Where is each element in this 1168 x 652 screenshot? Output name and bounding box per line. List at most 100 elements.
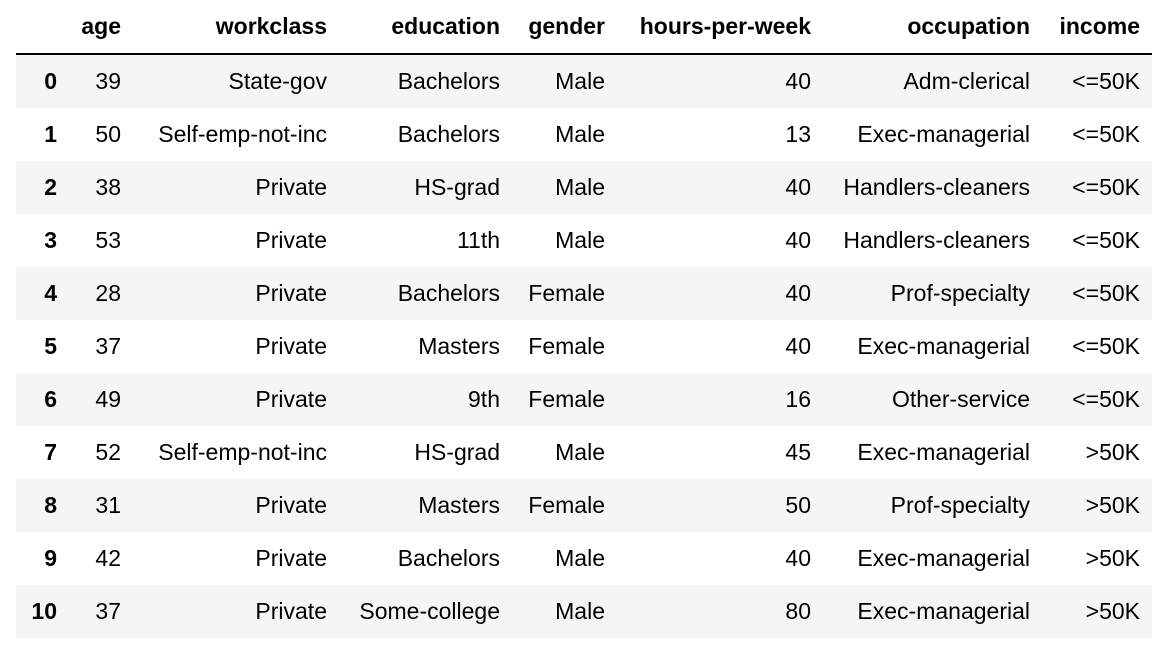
column-header: occupation: [823, 0, 1042, 55]
table-cell: <=50K: [1072, 121, 1140, 147]
table-cell: 49: [95, 386, 121, 412]
table-cell: Adm-clerical: [903, 68, 1030, 94]
table-cell: 80: [785, 598, 811, 624]
table-cell: Prof-specialty: [890, 280, 1030, 306]
table-cell: >50K: [1085, 492, 1140, 518]
table-cell: 9th: [468, 386, 500, 412]
table-cell: <=50K: [1072, 386, 1140, 412]
table-cell: Female: [528, 492, 605, 518]
table-cell: 52: [95, 439, 121, 465]
table-cell: 40: [785, 280, 811, 306]
table-cell: Male: [555, 121, 605, 147]
row-index: 5: [44, 333, 57, 359]
table-row: 1 50 Self-emp-not-inc Bachelors Male 13 Exec-m…: [16, 108, 1152, 161]
column-header: gender: [512, 0, 617, 55]
table-row: 3 53 Private 11th Male 40 Handlers-cleaners <=5…: [16, 214, 1152, 267]
table-cell: 40: [785, 545, 811, 571]
column-header: hours-per-week: [617, 0, 823, 55]
table-cell: Private: [255, 545, 327, 571]
table-cell: >50K: [1085, 598, 1140, 624]
table-cell: 45: [785, 439, 811, 465]
table-cell: Male: [555, 545, 605, 571]
table-cell: Exec-managerial: [857, 598, 1030, 624]
table-cell: State-gov: [228, 68, 327, 94]
row-index: 3: [44, 227, 57, 253]
table-cell: 37: [95, 333, 121, 359]
table-cell: Female: [528, 280, 605, 306]
row-index: 0: [44, 68, 57, 94]
table-cell: Self-emp-not-inc: [158, 439, 327, 465]
table-cell: 16: [785, 386, 811, 412]
table-cell: 28: [95, 280, 121, 306]
column-header: workclass: [133, 0, 339, 55]
table-cell: Male: [555, 68, 605, 94]
table-cell: Exec-managerial: [857, 439, 1030, 465]
table-row: 4 28 Private Bachelors Female 40 Prof-specialt…: [16, 267, 1152, 320]
table-cell: 50: [95, 121, 121, 147]
header-row: age workclass education gender hours-per-wee…: [16, 0, 1152, 55]
table-row: 0 39 State-gov Bachelors Male 40 Adm-clerical <…: [16, 54, 1152, 108]
table-row: 9 42 Private Bachelors Male 40 Exec-managerial…: [16, 532, 1152, 585]
row-index: 7: [44, 439, 57, 465]
column-header: education: [339, 0, 512, 55]
table-cell: Exec-managerial: [857, 333, 1030, 359]
table-cell: Private: [255, 174, 327, 200]
table-cell: >50K: [1085, 545, 1140, 571]
row-index: 4: [44, 280, 57, 306]
table-cell: Private: [255, 333, 327, 359]
table-cell: Self-emp-not-inc: [158, 121, 327, 147]
table-row: 2 38 Private HS-grad Male 40 Handlers-cleaners…: [16, 161, 1152, 214]
table-cell: Bachelors: [397, 545, 500, 571]
table-cell: Exec-managerial: [857, 545, 1030, 571]
table-cell: 50: [785, 492, 811, 518]
table-cell: 39: [95, 68, 121, 94]
table-cell: Masters: [418, 333, 500, 359]
table-header: age workclass education gender hours-per-wee…: [16, 0, 1152, 55]
table-cell: 37: [95, 598, 121, 624]
index-header: [16, 0, 69, 55]
table-cell: Private: [255, 492, 327, 518]
table-cell: <=50K: [1072, 174, 1140, 200]
table-cell: Other-service: [891, 386, 1030, 412]
table-row: 10 37 Private Some-college Male 80 Exec-manage…: [16, 585, 1152, 638]
table-body: 0 39 State-gov Bachelors Male 40 Adm-clerical <…: [16, 54, 1152, 638]
table-row: 5 37 Private Masters Female 40 Exec-managerial…: [16, 320, 1152, 373]
table-cell: 13: [785, 121, 811, 147]
table-cell: Bachelors: [397, 121, 500, 147]
table-cell: Bachelors: [397, 68, 500, 94]
table-cell: Male: [555, 174, 605, 200]
table-cell: <=50K: [1072, 68, 1140, 94]
table-cell: 40: [785, 68, 811, 94]
dataframe-table: age workclass education gender hours-per-wee…: [16, 0, 1152, 638]
table-cell: Female: [528, 333, 605, 359]
table-cell: Private: [255, 227, 327, 253]
table-row: 6 49 Private 9th Female 16 Other-service <=50K: [16, 373, 1152, 426]
table-cell: 53: [95, 227, 121, 253]
table-row: 8 31 Private Masters Female 50 Prof-specialty >…: [16, 479, 1152, 532]
table-cell: Prof-specialty: [890, 492, 1030, 518]
table-cell: Private: [255, 280, 327, 306]
column-header: age: [69, 0, 133, 55]
table-cell: Private: [255, 386, 327, 412]
table-cell: <=50K: [1072, 333, 1140, 359]
column-header: income: [1042, 0, 1152, 55]
table-cell: >50K: [1085, 439, 1140, 465]
table-cell: 40: [785, 174, 811, 200]
table-cell: 40: [785, 333, 811, 359]
table-cell: Female: [528, 386, 605, 412]
table-cell: HS-grad: [414, 439, 500, 465]
dataframe-output: age workclass education gender hours-per-wee…: [16, 0, 1152, 638]
table-cell: <=50K: [1072, 227, 1140, 253]
table-cell: Male: [555, 439, 605, 465]
table-cell: Handlers-cleaners: [843, 174, 1030, 200]
table-cell: <=50K: [1072, 280, 1140, 306]
table-cell: Some-college: [359, 598, 500, 624]
row-index: 9: [44, 545, 57, 571]
table-cell: HS-grad: [414, 174, 500, 200]
row-index: 6: [44, 386, 57, 412]
row-index: 10: [31, 598, 57, 624]
table-cell: Masters: [418, 492, 500, 518]
table-cell: Male: [555, 598, 605, 624]
table-cell: 11th: [456, 227, 500, 253]
table-cell: 42: [95, 545, 121, 571]
